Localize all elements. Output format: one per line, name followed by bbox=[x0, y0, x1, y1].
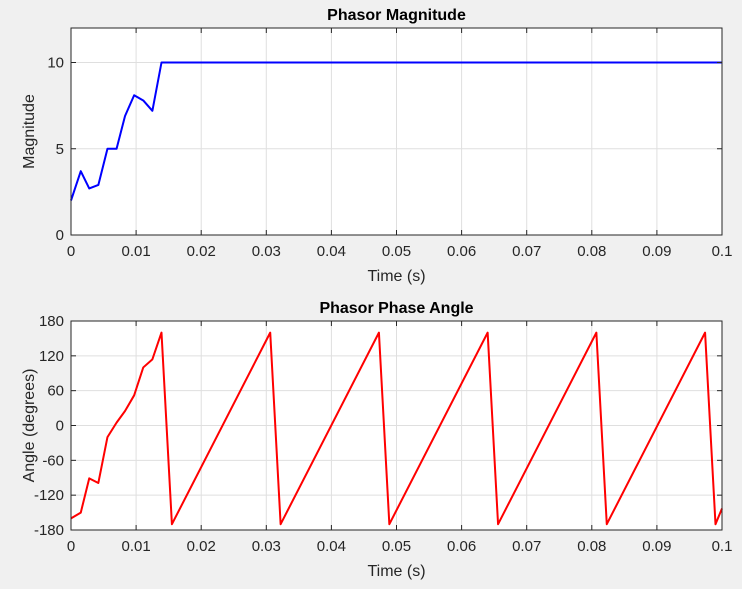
magnitude-x-tick-label: 0.02 bbox=[187, 243, 216, 260]
phase-angle-plot: 0 0.01 0.02 0.03 0.04 0.05 0.06 0.07 0.08 0.09 0.1… bbox=[21, 300, 732, 580]
magnitude-data-point bbox=[200, 62, 202, 64]
phase-angle-x-tick-label: 0.04 bbox=[317, 538, 346, 555]
phase-angle-data-point bbox=[704, 332, 706, 334]
magnitude-x-tick-label: 0.07 bbox=[512, 243, 541, 260]
phase-angle-x-tick-label: 0.02 bbox=[187, 538, 216, 555]
magnitude-data-point bbox=[124, 115, 126, 117]
phase-angle-data-point bbox=[595, 332, 597, 334]
phase-angle-data-point bbox=[269, 332, 271, 334]
phase-angle-data-point bbox=[160, 332, 162, 334]
phase-angle-data-point bbox=[88, 477, 90, 479]
phase-angle-data-point bbox=[280, 523, 282, 525]
phase-angle-data-point bbox=[97, 482, 99, 484]
magnitude-data-point bbox=[116, 148, 118, 150]
magnitude-x-tick-label: 0.1 bbox=[712, 243, 733, 260]
magnitude-title: Phasor Magnitude bbox=[327, 7, 466, 24]
magnitude-data-point bbox=[80, 170, 82, 172]
phase-angle-y-tick-label: 0 bbox=[56, 418, 64, 435]
phase-angle-y-tick-label: -180 bbox=[34, 522, 64, 539]
phase-angle-x-tick-label: 0 bbox=[67, 538, 75, 555]
phase-angle-x-tick-label: 0.01 bbox=[121, 538, 150, 555]
phase-angle-series-line bbox=[70, 331, 723, 526]
magnitude-x-tick-label: 0.09 bbox=[642, 243, 671, 260]
phase-angle-x-axis-label: Time (s) bbox=[367, 563, 425, 580]
phase-angle-data-point bbox=[487, 332, 489, 334]
magnitude-data-point bbox=[330, 62, 332, 64]
phase-angle-x-tick-label: 0.09 bbox=[642, 538, 671, 555]
magnitude-data-point bbox=[160, 62, 162, 64]
phase-angle-x-tick-label: 0.06 bbox=[447, 538, 476, 555]
magnitude-data-point bbox=[151, 110, 153, 112]
phase-angle-y-tick-label: 180 bbox=[39, 313, 64, 330]
phase-angle-title: Phasor Phase Angle bbox=[319, 300, 473, 317]
phase-angle-data-point bbox=[497, 523, 499, 525]
magnitude-x-tick-label: 0.04 bbox=[317, 243, 346, 260]
phase-angle-y-tick-label: -60 bbox=[42, 452, 64, 469]
phase-angle-x-tick-label: 0.07 bbox=[512, 538, 541, 555]
phase-angle-y-tick-label: -120 bbox=[34, 487, 64, 504]
magnitude-data-point bbox=[656, 62, 658, 64]
magnitude-y-tick-label: 0 bbox=[56, 227, 64, 244]
phase-angle-y-axis-label: Angle (degrees) bbox=[21, 369, 38, 483]
phase-angle-y-tick-label: 60 bbox=[47, 383, 64, 400]
phase-angle-data-point bbox=[124, 410, 126, 412]
phase-angle-x-tick-label: 0.08 bbox=[577, 538, 606, 555]
phase-angle-x-tick-label: 0.1 bbox=[712, 538, 733, 555]
phase-angle-x-tick-label: 0.05 bbox=[382, 538, 411, 555]
magnitude-data-point bbox=[97, 184, 99, 186]
phase-angle-data-point bbox=[142, 366, 144, 368]
phase-angle-data-point bbox=[714, 523, 716, 525]
magnitude-y-tick-label: 10 bbox=[47, 55, 64, 72]
magnitude-x-tick-label: 0 bbox=[67, 243, 75, 260]
phase-angle-data-point bbox=[171, 523, 173, 525]
magnitude-x-tick-label: 0.08 bbox=[577, 243, 606, 260]
magnitude-data-point bbox=[526, 62, 528, 64]
magnitude-y-axis-label: Magnitude bbox=[21, 94, 38, 169]
magnitude-x-tick-label: 0.05 bbox=[382, 243, 411, 260]
magnitude-x-axis-label: Time (s) bbox=[367, 268, 425, 285]
magnitude-series-line bbox=[70, 61, 722, 201]
magnitude-x-tick-label: 0.06 bbox=[447, 243, 476, 260]
phase-angle-y-tick-label: 120 bbox=[39, 348, 64, 365]
phase-angle-data-point bbox=[388, 523, 390, 525]
magnitude-data-point bbox=[591, 62, 593, 64]
magnitude-x-tick-label: 0.01 bbox=[121, 243, 150, 260]
phase-angle-data-point bbox=[106, 436, 108, 438]
magnitude-data-point bbox=[142, 99, 144, 101]
magnitude-x-tick-label: 0.03 bbox=[252, 243, 281, 260]
magnitude-data-point bbox=[133, 94, 135, 96]
phase-angle-data-point bbox=[606, 523, 608, 525]
magnitude-plot: 0 0.01 0.02 0.03 0.04 0.05 0.06 0.07 0.08 0.09 0.1… bbox=[21, 7, 732, 285]
magnitude-data-point bbox=[106, 148, 108, 150]
magnitude-data-point bbox=[168, 62, 170, 64]
phase-angle-data-point bbox=[116, 422, 118, 424]
magnitude-data-point bbox=[265, 62, 267, 64]
magnitude-data-point bbox=[396, 62, 398, 64]
phase-angle-data-point bbox=[378, 332, 380, 334]
phase-angle-data-point bbox=[151, 358, 153, 360]
phase-angle-x-tick-label: 0.03 bbox=[252, 538, 281, 555]
phase-angle-data-point bbox=[133, 394, 135, 396]
phase-angle-data-point bbox=[80, 512, 82, 514]
magnitude-data-point bbox=[88, 187, 90, 189]
magnitude-data-point bbox=[461, 62, 463, 64]
magnitude-y-tick-label: 5 bbox=[56, 141, 64, 158]
